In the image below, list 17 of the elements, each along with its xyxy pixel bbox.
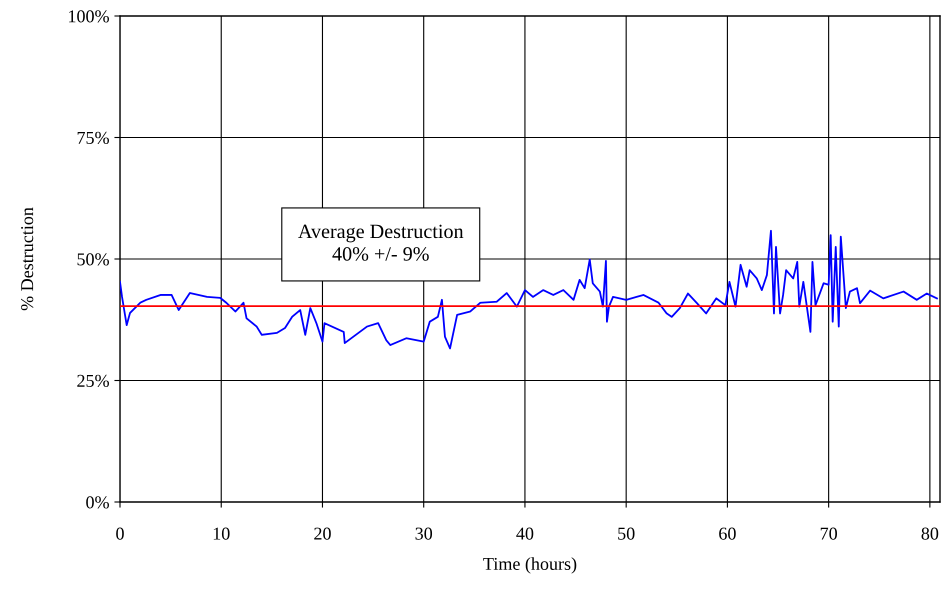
y-tick-label: 75% (78, 132, 109, 144)
x-tick-label: 0 (116, 528, 124, 540)
x-tick-label: 20 (314, 528, 331, 540)
x-tick-label: 10 (214, 528, 230, 540)
x-tick-label: 70 (820, 528, 837, 540)
x-tick-label: 60 (719, 528, 736, 540)
x-tick-label: 30 (416, 528, 432, 540)
y-axis-title: % Destruction (21, 207, 34, 310)
x-tick-label: 80 (922, 528, 938, 540)
y-tick-label: 0% (86, 496, 109, 508)
x-axis-title: Time (hours) (483, 557, 576, 574)
y-tick-label: 100% (69, 10, 109, 22)
annotation: Average Destruction 40% +/- 9% (298, 224, 464, 261)
x-tick-label: 40 (516, 528, 534, 540)
y-tick-label: 50% (78, 253, 109, 266)
x-tick-label: 50 (618, 528, 635, 540)
y-tick-label: 25% (77, 374, 109, 387)
